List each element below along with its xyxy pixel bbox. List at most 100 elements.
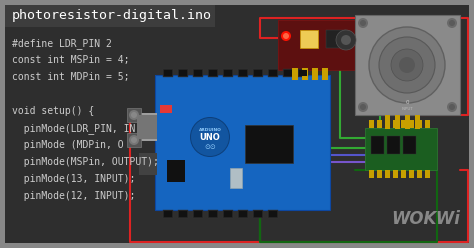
Bar [322,68,328,80]
Bar [403,136,416,154]
Bar [417,170,422,178]
Bar [223,69,233,77]
Bar [194,211,202,217]
Circle shape [369,27,445,103]
Text: void setup() {: void setup() { [12,106,94,116]
Text: pinMode(LDR_PIN, IN: pinMode(LDR_PIN, IN [12,123,136,134]
Bar [395,115,400,129]
Circle shape [447,102,457,112]
Bar [155,75,330,210]
Circle shape [449,20,455,26]
Bar [163,210,173,218]
Text: pinMode (MDPin, O: pinMode (MDPin, O [12,140,124,150]
Bar [425,170,430,178]
Bar [385,115,390,129]
Bar [298,69,308,77]
Circle shape [391,49,423,81]
Bar [292,68,298,80]
Bar [193,210,203,218]
Bar [385,120,390,128]
Text: pinMode(12, INPUT);: pinMode(12, INPUT); [12,191,136,201]
Circle shape [129,135,139,145]
Bar [194,70,202,76]
Bar [415,115,420,129]
Bar [393,170,398,178]
Text: WOKWi: WOKWi [391,210,460,228]
Circle shape [131,112,137,118]
Bar [224,70,232,76]
Circle shape [191,118,229,156]
Bar [401,170,406,178]
Bar [369,170,374,178]
Text: #define LDR_PIN 2: #define LDR_PIN 2 [12,38,112,49]
Bar [178,69,188,77]
Bar [209,70,217,76]
Bar [269,211,277,217]
Bar [268,69,278,77]
Text: photoresistor-digital.ino: photoresistor-digital.ino [12,9,212,23]
Bar [365,128,437,170]
Bar [155,75,330,210]
Bar [179,211,187,217]
Bar [245,125,293,163]
Bar [417,120,422,128]
Circle shape [129,110,139,120]
Bar [163,69,173,77]
Bar [377,170,382,178]
Circle shape [283,33,289,39]
Bar [164,211,172,217]
Text: UNO: UNO [200,133,220,143]
Bar [302,68,308,80]
Bar [393,120,398,128]
Circle shape [360,104,366,110]
Bar [355,15,460,115]
Bar [268,210,278,218]
Circle shape [449,104,455,110]
Circle shape [281,31,291,41]
Bar [284,70,292,76]
Bar [139,153,157,175]
Bar [326,30,346,48]
Bar [5,5,215,27]
Circle shape [336,30,356,50]
Text: const int MDPin = 5;: const int MDPin = 5; [12,72,129,82]
Bar [238,210,248,218]
Bar [179,70,187,76]
Circle shape [190,117,230,157]
Bar [208,69,218,77]
Circle shape [358,102,368,112]
Bar [127,133,141,147]
Bar [224,211,232,217]
Bar [312,68,318,80]
Bar [178,210,188,218]
Bar [405,115,410,129]
Bar [377,120,382,128]
Bar [278,20,360,70]
Bar [278,20,360,70]
Bar [239,211,247,217]
Circle shape [447,18,457,28]
Bar [253,69,263,77]
Bar [208,210,218,218]
Bar [269,70,277,76]
Circle shape [131,137,137,143]
Bar [238,69,248,77]
Text: INPUT: INPUT [401,107,413,111]
Bar [300,30,318,48]
Bar [193,69,203,77]
Circle shape [399,57,415,73]
Bar [137,115,157,139]
Bar [127,108,141,122]
Bar [137,113,157,141]
Bar [209,211,217,217]
Circle shape [358,18,368,28]
Bar [230,168,242,188]
Bar [401,120,406,128]
Bar [164,70,172,76]
Text: pinMode(13, INPUT);: pinMode(13, INPUT); [12,174,136,184]
Bar [239,70,247,76]
Bar [254,211,262,217]
Bar [387,136,400,154]
Bar [299,70,307,76]
Bar [254,70,262,76]
